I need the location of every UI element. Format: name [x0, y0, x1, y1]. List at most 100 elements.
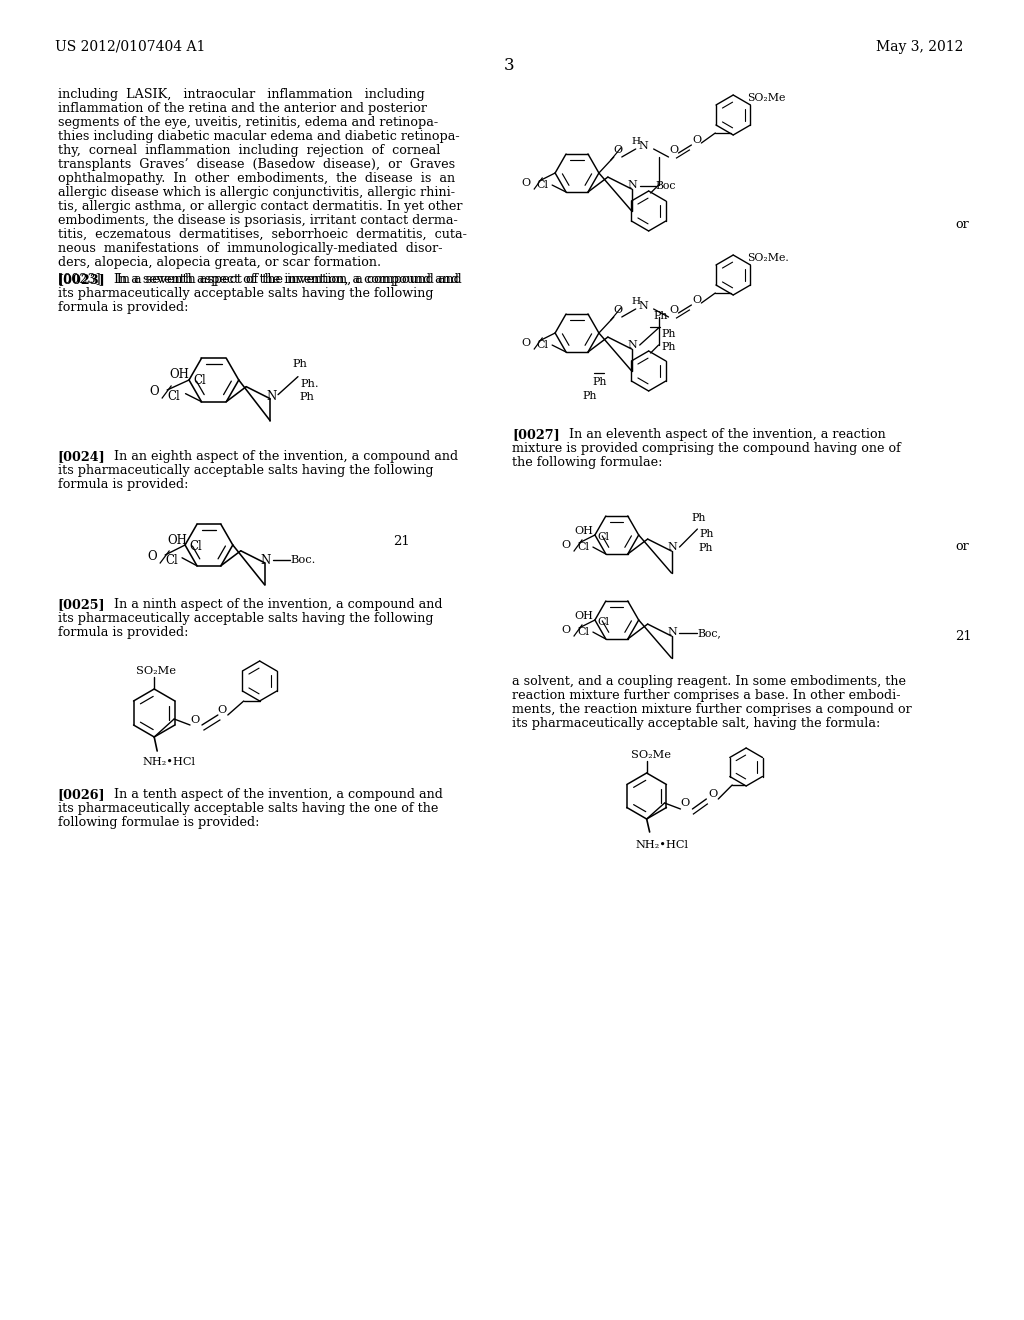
Text: Cl: Cl — [165, 554, 178, 566]
Text: O: O — [218, 705, 227, 715]
Text: O: O — [613, 305, 623, 315]
Text: Ph.: Ph. — [300, 379, 318, 388]
Text: US 2012/0107404 A1: US 2012/0107404 A1 — [54, 40, 205, 54]
Text: N: N — [668, 543, 677, 552]
Text: or: or — [955, 540, 969, 553]
Text: O: O — [709, 789, 718, 799]
Text: thy,  corneal  inflammation  including  rejection  of  corneal: thy, corneal inflammation including reje… — [57, 144, 440, 157]
Text: mixture is provided comprising the compound having one of: mixture is provided comprising the compo… — [512, 442, 901, 455]
Text: O: O — [613, 145, 623, 154]
Text: SO₂Me: SO₂Me — [136, 667, 176, 676]
Text: the following formulae:: the following formulae: — [512, 455, 663, 469]
Text: a solvent, and a coupling reagent. In some embodiments, the: a solvent, and a coupling reagent. In so… — [512, 675, 906, 688]
Text: reaction mixture further comprises a base. In other embodi-: reaction mixture further comprises a bas… — [512, 689, 901, 702]
Text: N: N — [639, 141, 648, 150]
Text: allergic disease which is allergic conjunctivitis, allergic rhini-: allergic disease which is allergic conju… — [57, 186, 455, 199]
Text: In an eleventh aspect of the invention, a reaction: In an eleventh aspect of the invention, … — [553, 428, 886, 441]
Text: O: O — [190, 715, 200, 725]
Text: following formulae is provided:: following formulae is provided: — [57, 816, 259, 829]
Text: its pharmaceutically acceptable salts having the one of the: its pharmaceutically acceptable salts ha… — [57, 803, 438, 814]
Text: OH: OH — [170, 368, 189, 381]
Text: O: O — [561, 624, 570, 635]
Text: formula is provided:: formula is provided: — [57, 626, 188, 639]
Text: SO₂Me: SO₂Me — [748, 92, 785, 103]
Text: Cl: Cl — [194, 375, 206, 387]
Text: titis,  eczematous  dermatitises,  seborrhoeic  dermatitis,  cuta-: titis, eczematous dermatitises, seborrho… — [57, 228, 467, 242]
Text: In a tenth aspect of the invention, a compound and: In a tenth aspect of the invention, a co… — [98, 788, 443, 801]
Text: embodiments, the disease is psoriasis, irritant contact derma-: embodiments, the disease is psoriasis, i… — [57, 214, 458, 227]
Text: segments of the eye, uveitis, retinitis, edema and retinopa-: segments of the eye, uveitis, retinitis,… — [57, 116, 438, 129]
Text: its pharmaceutically acceptable salts having the following: its pharmaceutically acceptable salts ha… — [57, 465, 433, 477]
Text: O: O — [670, 305, 679, 315]
Text: O: O — [670, 145, 679, 154]
Text: Cl: Cl — [537, 341, 548, 350]
Text: 21: 21 — [393, 535, 410, 548]
Text: Ph: Ph — [662, 329, 676, 339]
Text: O: O — [521, 338, 530, 348]
Text: O: O — [150, 385, 159, 399]
Text: [0023]    In a seventh aspect of the invention, a compound and: [0023] In a seventh aspect of the invent… — [57, 273, 462, 286]
Text: N: N — [628, 180, 638, 190]
Text: [0027]: [0027] — [512, 428, 560, 441]
Text: May 3, 2012: May 3, 2012 — [876, 40, 963, 54]
Text: NH₂•HCl: NH₂•HCl — [636, 840, 689, 850]
Text: Ph: Ph — [299, 392, 313, 401]
Text: formula is provided:: formula is provided: — [57, 478, 188, 491]
Text: O: O — [561, 540, 570, 550]
Text: Boc,: Boc, — [697, 628, 721, 638]
Text: H: H — [632, 137, 641, 147]
Text: In a seventh aspect of the invention, a compound and: In a seventh aspect of the invention, a … — [98, 273, 460, 286]
Text: [0025]: [0025] — [57, 598, 105, 611]
Text: including  LASIK,   intraocular   inflammation   including: including LASIK, intraocular inflammatio… — [57, 88, 425, 102]
Text: O: O — [681, 799, 690, 808]
Text: Cl: Cl — [577, 627, 589, 638]
Text: ophthalmopathy.  In  other  embodiments,  the  disease  is  an: ophthalmopathy. In other embodiments, th… — [57, 172, 455, 185]
Text: its pharmaceutically acceptable salts having the following: its pharmaceutically acceptable salts ha… — [57, 612, 433, 624]
Text: Cl: Cl — [168, 389, 180, 403]
Text: Cl: Cl — [597, 532, 609, 543]
Text: Boc.: Boc. — [291, 554, 315, 565]
Text: 3: 3 — [504, 57, 515, 74]
Text: Cl: Cl — [537, 180, 548, 190]
Text: Ph: Ph — [699, 529, 714, 539]
Text: In an eighth aspect of the invention, a compound and: In an eighth aspect of the invention, a … — [98, 450, 459, 463]
Text: OH: OH — [574, 611, 593, 620]
Text: neous  manifestations  of  immunologically-mediated  disor-: neous manifestations of immunologically-… — [57, 242, 442, 255]
Text: [0024]: [0024] — [57, 450, 105, 463]
Text: OH: OH — [574, 525, 593, 536]
Text: Ph: Ph — [292, 359, 307, 368]
Text: In a ninth aspect of the invention, a compound and: In a ninth aspect of the invention, a co… — [98, 598, 443, 611]
Text: inflammation of the retina and the anterior and posterior: inflammation of the retina and the anter… — [57, 102, 427, 115]
Text: Cl: Cl — [577, 543, 589, 552]
Text: Ph: Ph — [691, 513, 706, 523]
Text: Boc: Boc — [655, 181, 676, 191]
Text: formula is provided:: formula is provided: — [57, 301, 188, 314]
Text: O: O — [147, 550, 157, 564]
Text: H: H — [632, 297, 641, 306]
Text: its pharmaceutically acceptable salts having the following: its pharmaceutically acceptable salts ha… — [57, 286, 433, 300]
Text: Ph: Ph — [698, 543, 713, 553]
Text: N: N — [668, 627, 677, 638]
Text: O: O — [692, 135, 701, 145]
Text: or: or — [955, 218, 969, 231]
Text: thies including diabetic macular edema and diabetic retinopa-: thies including diabetic macular edema a… — [57, 129, 460, 143]
Text: transplants  Graves’  disease  (Basedow  disease),  or  Graves: transplants Graves’ disease (Basedow dis… — [57, 158, 455, 172]
Text: 21: 21 — [955, 630, 972, 643]
Text: Ph: Ph — [653, 312, 668, 321]
Text: ders, alopecia, alopecia greata, or scar formation.: ders, alopecia, alopecia greata, or scar… — [57, 256, 381, 269]
Text: N: N — [266, 389, 276, 403]
Text: Cl: Cl — [597, 616, 609, 627]
Text: N: N — [628, 341, 638, 350]
Text: O: O — [692, 294, 701, 305]
Text: SO₂Me: SO₂Me — [631, 750, 671, 760]
Text: OH: OH — [167, 535, 187, 548]
Text: Ph: Ph — [662, 342, 676, 352]
Text: N: N — [261, 554, 271, 566]
Text: O: O — [521, 178, 530, 187]
Text: Ph: Ph — [592, 378, 606, 387]
Text: tis, allergic asthma, or allergic contact dermatitis. In yet other: tis, allergic asthma, or allergic contac… — [57, 201, 462, 213]
Text: SO₂Me.: SO₂Me. — [748, 253, 788, 263]
Text: Cl: Cl — [189, 540, 202, 553]
Text: NH₂•HCl: NH₂•HCl — [142, 756, 196, 767]
Text: [0026]: [0026] — [57, 788, 105, 801]
